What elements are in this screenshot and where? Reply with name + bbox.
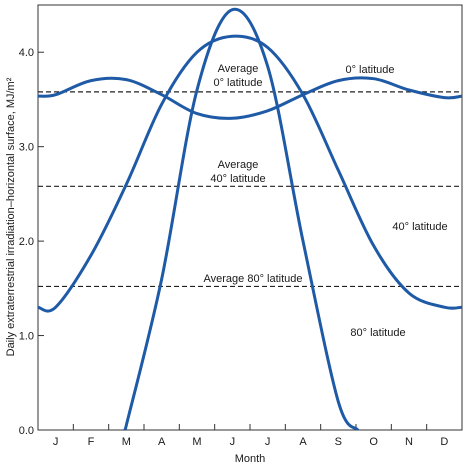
- y-tick-label: 0.0: [19, 425, 34, 437]
- series-line-2: [123, 7, 360, 430]
- y-tick-label: 3.0: [19, 142, 34, 154]
- label-0-latitude: 0° latitude: [345, 64, 394, 76]
- x-tick-label: A: [299, 436, 307, 448]
- series-curves: [38, 7, 462, 430]
- x-tick-label: M: [122, 436, 131, 448]
- x-tick-label: J: [230, 436, 236, 448]
- annotation-average-0-line2: 0° latitude: [213, 77, 262, 89]
- x-tick-label: O: [369, 436, 378, 448]
- label-80-latitude: 80° latitude: [350, 327, 405, 339]
- y-axis-title: Daily extraterrestrial irradiation–horiz…: [5, 77, 17, 356]
- x-tick-label: M: [192, 436, 201, 448]
- average-lines: [38, 91, 462, 288]
- x-tick-label: D: [440, 436, 448, 448]
- x-tick-label: A: [158, 436, 166, 448]
- y-axis-ticks: 0.0 1.0 2.0 3.0 4.0: [19, 47, 44, 437]
- x-tick-label: F: [88, 436, 95, 448]
- x-tick-label: N: [405, 436, 413, 448]
- x-tick-label: J: [53, 436, 59, 448]
- annotation-average-40-line1: Average: [218, 159, 259, 171]
- series-line-1: [38, 34, 462, 313]
- x-tick-label: S: [335, 436, 342, 448]
- annotation-average-0-line1: Average: [218, 63, 259, 75]
- series-line-0: [38, 76, 462, 120]
- y-tick-label: 4.0: [19, 47, 34, 59]
- y-tick-label: 1.0: [19, 331, 34, 343]
- x-axis-title: Month: [235, 453, 266, 465]
- annotation-average-40-line2: 40° latitude: [210, 173, 265, 185]
- y-tick-label: 2.0: [19, 236, 34, 248]
- annotation-average-80: Average 80° latitude: [204, 273, 303, 285]
- label-40-latitude: 40° latitude: [392, 221, 447, 233]
- x-tick-label: J: [265, 436, 271, 448]
